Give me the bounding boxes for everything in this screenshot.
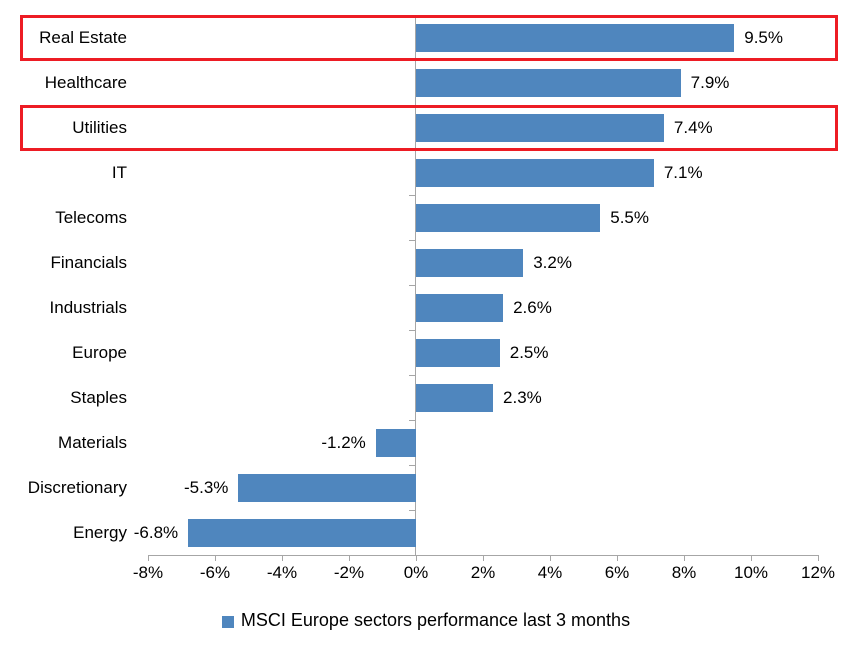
legend: MSCI Europe sectors performance last 3 m… (0, 610, 852, 631)
y-axis-tick (409, 104, 415, 106)
bar-industrials (416, 293, 504, 322)
plot-area: -8% -6% -4% -2% 0% 2% 4% 6% 8% 10% 12% Real Estate 9… (20, 14, 838, 582)
legend-label: MSCI Europe sectors performance last 3 m… (240, 610, 631, 630)
x-axis-tick (147, 555, 149, 561)
x-axis-tick-label: -2% (333, 563, 365, 582)
x-axis-tick-label: 10% (733, 563, 769, 582)
y-axis-tick (409, 419, 415, 421)
bar-discretionary (238, 473, 416, 502)
x-axis-tick-label: 4% (537, 563, 563, 582)
x-axis-tick-label: -8% (132, 563, 164, 582)
category-label-staples: Staples (70, 387, 127, 407)
bar-telecoms (416, 203, 601, 232)
value-label-materials: -1.2% (321, 432, 366, 452)
category-label-materials: Materials (58, 432, 127, 452)
y-axis-tick (409, 149, 415, 151)
y-axis-tick (409, 329, 415, 331)
x-axis-tick-label: -4% (266, 563, 298, 582)
x-axis-tick (348, 555, 350, 561)
x-axis-tick-label: 8% (671, 563, 697, 582)
x-axis-tick-label: 2% (470, 563, 496, 582)
y-axis-tick (409, 59, 415, 61)
value-label-financials: 3.2% (533, 252, 572, 272)
y-axis-line (415, 15, 416, 555)
value-label-discretionary: -5.3% (184, 477, 229, 497)
y-axis-tick (409, 509, 415, 511)
x-axis-tick (281, 555, 283, 561)
value-label-energy: -6.8% (133, 522, 179, 542)
x-axis-tick-label: 12% (800, 563, 836, 582)
bar-energy (188, 518, 416, 547)
value-label-utilities: 7.4% (673, 117, 713, 137)
category-label-discretionary: Discretionary (27, 477, 127, 497)
y-axis-tick (409, 284, 415, 286)
value-label-telecoms: 5.5% (610, 207, 649, 227)
x-axis-tick (415, 555, 417, 561)
value-label-healthcare: 7.9% (690, 72, 730, 92)
y-axis-tick (409, 14, 415, 16)
category-label-industrials: Industrials (49, 297, 127, 317)
x-axis-line (148, 555, 819, 556)
legend-swatch-icon (221, 615, 234, 628)
bar-it (416, 158, 654, 187)
x-axis-tick-label: 0% (403, 563, 429, 582)
x-axis-tick-label: 6% (604, 563, 630, 582)
category-label-healthcare: Healthcare (44, 72, 127, 92)
category-label-it: IT (111, 162, 127, 182)
bar-materials (375, 428, 416, 457)
value-label-it: 7.1% (663, 162, 703, 182)
bar-healthcare (416, 68, 681, 97)
y-axis-tick (409, 464, 415, 466)
category-label-telecoms: Telecoms (55, 207, 127, 227)
value-label-real-estate: 9.5% (744, 27, 783, 47)
category-label-financials: Financials (50, 252, 127, 272)
x-axis-tick (616, 555, 618, 561)
x-axis-tick (750, 555, 752, 561)
x-axis-tick (482, 555, 484, 561)
x-axis-tick-label: -6% (199, 563, 231, 582)
y-axis-tick (409, 194, 415, 196)
value-label-europe: 2.5% (509, 342, 549, 362)
x-axis-tick (214, 555, 216, 561)
x-axis-tick (683, 555, 685, 561)
category-label-real-estate: Real Estate (39, 27, 127, 47)
bar-europe (416, 338, 500, 367)
bar-financials (416, 248, 524, 277)
y-axis-tick (409, 554, 415, 556)
bar-utilities (416, 113, 664, 142)
y-axis-tick (409, 374, 415, 376)
value-label-industrials: 2.6% (513, 297, 552, 317)
bar-staples (416, 383, 494, 412)
category-label-energy: Energy (73, 522, 127, 542)
y-axis-tick (409, 239, 415, 241)
x-axis-tick (817, 555, 819, 561)
category-label-europe: Europe (72, 342, 127, 362)
category-label-utilities: Utilities (72, 117, 127, 137)
x-axis-tick (549, 555, 551, 561)
value-label-staples: 2.3% (503, 387, 542, 407)
bar-real-estate (416, 23, 735, 52)
